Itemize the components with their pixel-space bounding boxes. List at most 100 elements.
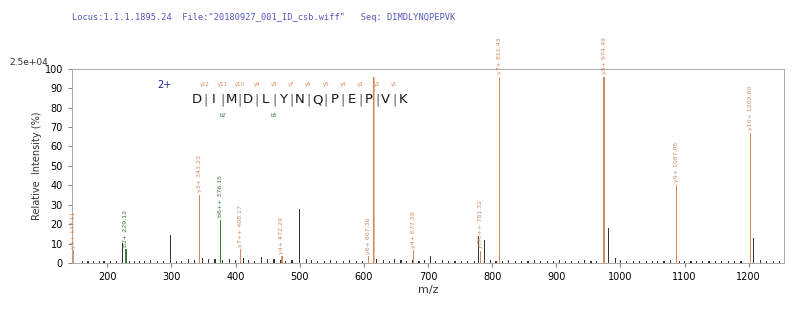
Bar [454, 261, 455, 263]
Bar [690, 261, 691, 263]
Bar [240, 249, 242, 263]
Bar [657, 261, 658, 263]
Text: b2+ 229.12: b2+ 229.12 [123, 210, 129, 247]
Text: y6+ 607.36: y6+ 607.36 [366, 218, 371, 254]
Bar [614, 258, 616, 263]
Bar [521, 261, 522, 263]
Text: P: P [365, 93, 373, 106]
Text: y4: y4 [340, 82, 346, 87]
Text: L: L [262, 93, 269, 106]
Text: y8+ 974.49: y8+ 974.49 [602, 37, 606, 74]
Bar [584, 260, 585, 263]
Text: Locus:1.1.1.1895.24  File:"20180927_001_ID_csb.wiff"   Seq: DIMDLYNQPEPVK: Locus:1.1.1.1895.24 File:"20180927_001_I… [72, 13, 455, 22]
Text: |: | [306, 93, 310, 106]
Bar [73, 250, 74, 263]
Bar [138, 261, 140, 263]
Bar [499, 77, 500, 263]
Bar [368, 256, 369, 263]
Bar [620, 260, 621, 263]
Bar [679, 261, 680, 263]
Bar [110, 261, 111, 263]
Bar [603, 77, 605, 263]
Text: |: | [358, 93, 362, 106]
Bar [242, 258, 244, 263]
Bar [626, 261, 627, 263]
Text: V: V [382, 93, 390, 106]
Bar [553, 261, 554, 263]
Text: y10: y10 [234, 82, 245, 87]
Bar [261, 257, 262, 263]
Bar [280, 260, 281, 263]
Bar [527, 261, 529, 263]
Bar [435, 261, 436, 263]
Bar [596, 261, 598, 263]
Text: y7: y7 [288, 82, 294, 87]
Bar [150, 260, 151, 263]
Bar [734, 261, 735, 263]
Bar [514, 261, 516, 263]
Bar [194, 260, 195, 263]
Bar [389, 261, 390, 263]
Bar [490, 260, 491, 263]
Bar [222, 260, 223, 263]
Text: P: P [330, 93, 338, 106]
Bar [220, 220, 221, 263]
Bar [323, 261, 325, 263]
Bar [401, 260, 402, 263]
Bar [467, 261, 468, 263]
Text: D: D [243, 93, 254, 106]
Text: |: | [323, 93, 328, 106]
Bar [254, 261, 255, 263]
Text: E: E [347, 93, 355, 106]
Text: b2: b2 [219, 113, 226, 117]
Bar [590, 261, 591, 263]
Text: |: | [341, 93, 345, 106]
Bar [144, 261, 145, 263]
Bar [424, 260, 426, 263]
Bar [285, 261, 286, 263]
Text: y7++ 408.17: y7++ 408.17 [238, 206, 243, 247]
Bar [676, 185, 677, 263]
Text: y4+ 472.29: y4+ 472.29 [279, 217, 285, 254]
Bar [235, 260, 236, 263]
Bar [652, 261, 653, 263]
Bar [310, 260, 312, 263]
Bar [546, 261, 548, 263]
Text: y8: y8 [270, 82, 278, 87]
Bar [129, 261, 130, 263]
Bar [181, 261, 182, 263]
Bar [248, 260, 249, 263]
Text: y9: y9 [254, 82, 260, 87]
Bar [753, 238, 754, 263]
Bar [349, 260, 350, 263]
Bar [317, 261, 318, 263]
Text: M: M [226, 93, 237, 106]
Bar [229, 259, 230, 263]
Bar [382, 260, 384, 263]
Bar [663, 261, 665, 263]
Text: y3: y3 [357, 82, 363, 87]
Bar [394, 259, 395, 263]
Text: y1: y1 [391, 82, 398, 87]
Text: y10+ 1202.60: y10+ 1202.60 [748, 86, 753, 130]
Bar [461, 261, 462, 263]
Bar [608, 228, 610, 263]
Bar [157, 261, 158, 263]
Bar [484, 240, 485, 263]
Bar [559, 260, 560, 263]
Text: |: | [375, 93, 379, 106]
Bar [695, 261, 697, 263]
Bar [639, 261, 640, 263]
Bar [330, 260, 331, 263]
Bar [670, 260, 671, 263]
Bar [565, 261, 566, 263]
Text: b5: b5 [270, 113, 278, 117]
Text: |: | [238, 93, 242, 106]
Text: y6: y6 [305, 82, 312, 87]
Text: y5: y5 [322, 82, 329, 87]
Text: |: | [392, 93, 397, 106]
Text: Y: Y [278, 93, 286, 106]
Bar [708, 261, 710, 263]
Text: K: K [398, 93, 407, 106]
Bar [373, 77, 374, 263]
